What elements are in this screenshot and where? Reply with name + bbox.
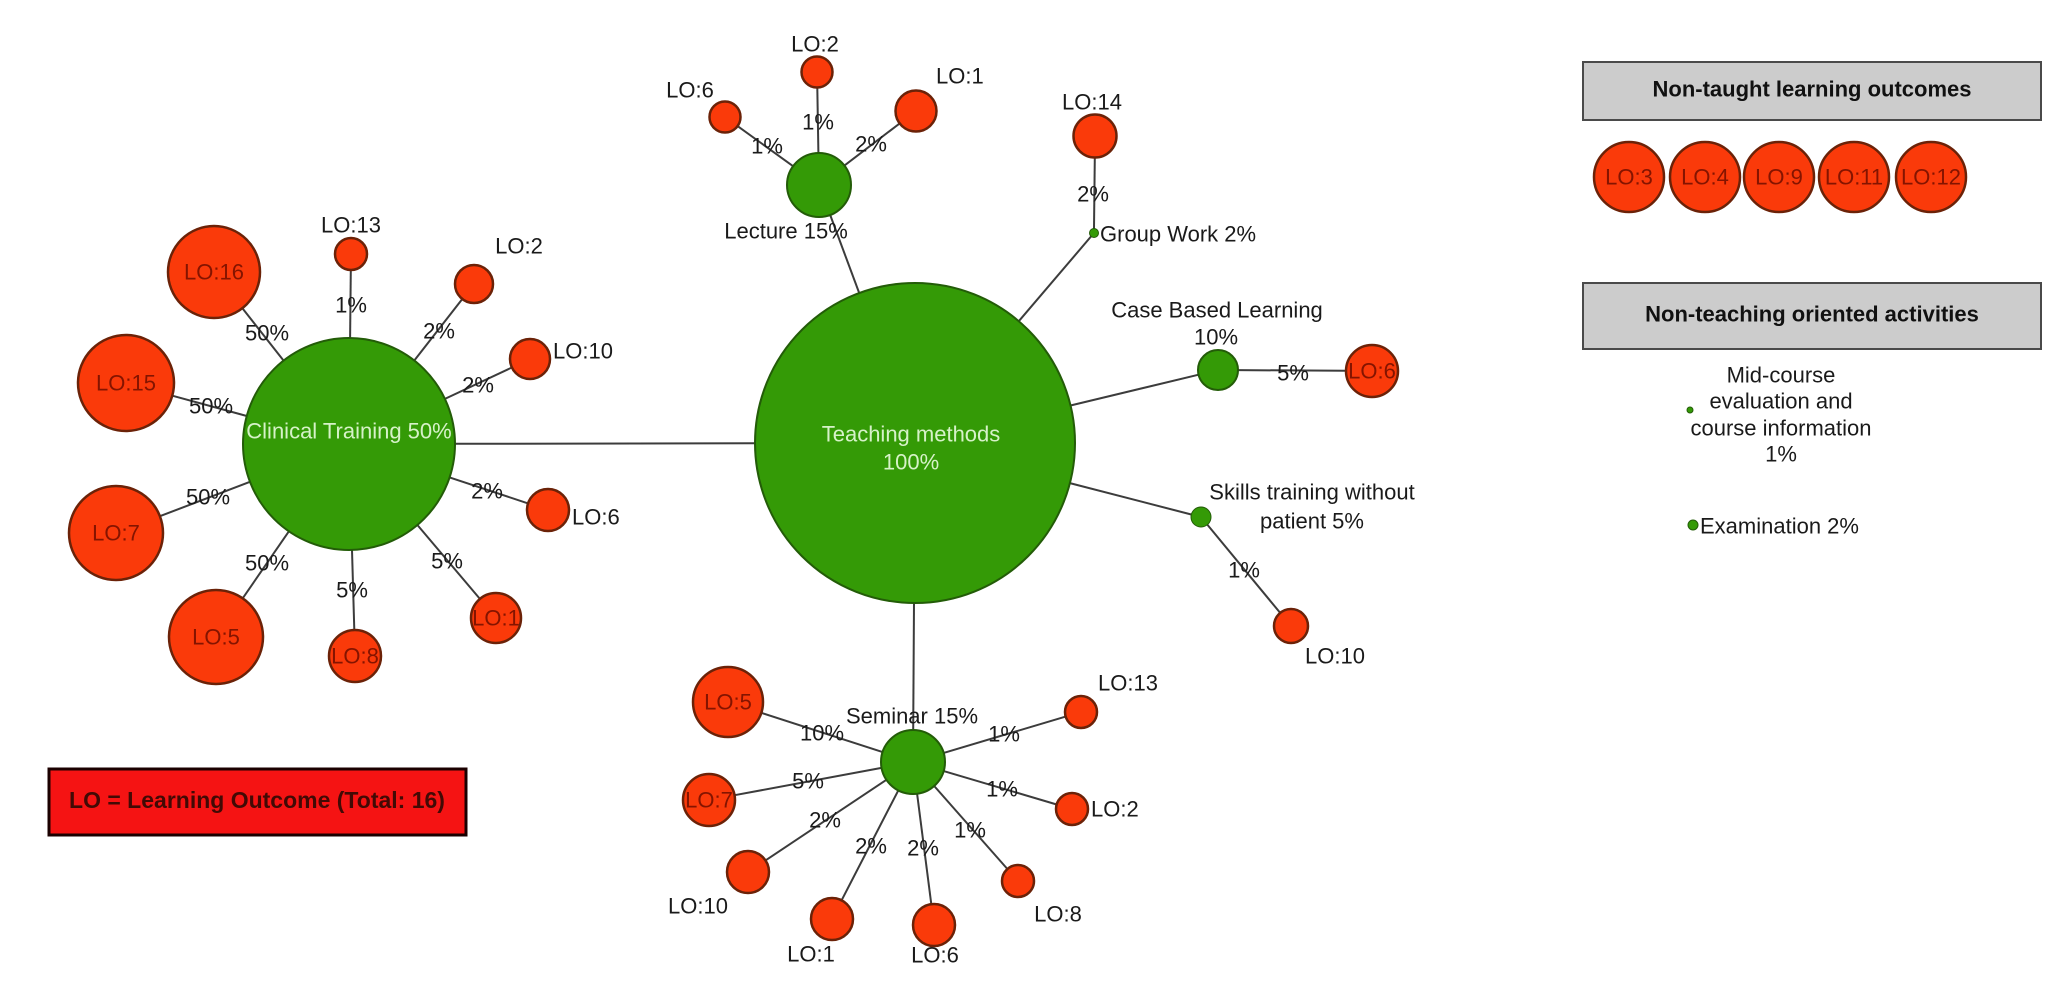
svg-text:Non-taught learning outcomes: Non-taught learning outcomes: [1653, 77, 1972, 102]
svg-text:Skills training without: Skills training without: [1209, 480, 1414, 505]
svg-text:LO:12: LO:12: [1901, 165, 1961, 190]
svg-text:1%: 1%: [986, 777, 1018, 802]
svg-text:5%: 5%: [336, 578, 368, 603]
svg-text:LO:10: LO:10: [553, 339, 613, 364]
svg-text:Non-teaching oriented activiti: Non-teaching oriented activities: [1645, 302, 1979, 327]
svg-text:LO:6: LO:6: [1348, 359, 1396, 384]
svg-text:LO:15: LO:15: [96, 371, 156, 396]
svg-text:LO:5: LO:5: [192, 625, 240, 650]
svg-text:LO:9: LO:9: [1755, 165, 1803, 190]
svg-text:LO:6: LO:6: [666, 78, 714, 103]
svg-text:50%: 50%: [245, 321, 289, 346]
svg-text:LO:13: LO:13: [1098, 671, 1158, 696]
svg-text:Seminar 15%: Seminar 15%: [846, 704, 978, 729]
svg-text:5%: 5%: [1277, 361, 1309, 386]
svg-text:LO:1: LO:1: [787, 942, 835, 967]
svg-text:1%: 1%: [335, 293, 367, 318]
svg-text:100%: 100%: [883, 450, 939, 475]
svg-text:LO:10: LO:10: [1305, 644, 1365, 669]
svg-text:LO:7: LO:7: [685, 788, 733, 813]
svg-text:LO:5: LO:5: [704, 690, 752, 715]
svg-text:LO:16: LO:16: [184, 260, 244, 285]
svg-text:LO:6: LO:6: [572, 505, 620, 530]
svg-text:Teaching methods: Teaching methods: [822, 422, 1001, 447]
svg-text:Examination 2%: Examination 2%: [1700, 514, 1859, 539]
svg-text:LO:8: LO:8: [1034, 902, 1082, 927]
svg-text:1%: 1%: [1765, 442, 1797, 467]
svg-text:5%: 5%: [792, 769, 824, 794]
svg-text:Mid-course: Mid-course: [1727, 363, 1836, 388]
svg-text:Lecture 15%: Lecture 15%: [724, 219, 848, 244]
svg-text:LO:10: LO:10: [668, 894, 728, 919]
svg-text:LO:1: LO:1: [936, 64, 984, 89]
svg-text:2%: 2%: [855, 834, 887, 859]
svg-text:LO:1: LO:1: [472, 606, 520, 631]
svg-text:1%: 1%: [988, 722, 1020, 747]
svg-text:LO:2: LO:2: [1091, 797, 1139, 822]
svg-text:2%: 2%: [1077, 182, 1109, 207]
svg-text:2%: 2%: [855, 132, 887, 157]
svg-text:LO:2: LO:2: [791, 32, 839, 57]
svg-text:Clinical Training 50%: Clinical Training 50%: [246, 419, 451, 444]
svg-text:2%: 2%: [471, 479, 503, 504]
svg-text:50%: 50%: [189, 394, 233, 419]
svg-text:LO:7: LO:7: [92, 521, 140, 546]
svg-text:LO:8: LO:8: [331, 644, 379, 669]
svg-text:50%: 50%: [186, 485, 230, 510]
svg-text:1%: 1%: [1228, 558, 1260, 583]
svg-text:10%: 10%: [800, 721, 844, 746]
svg-text:2%: 2%: [809, 808, 841, 833]
svg-text:2%: 2%: [462, 373, 494, 398]
svg-text:5%: 5%: [431, 549, 463, 574]
svg-text:2%: 2%: [423, 319, 455, 344]
svg-text:LO:4: LO:4: [1681, 165, 1729, 190]
svg-text:2%: 2%: [907, 836, 939, 861]
svg-text:LO:14: LO:14: [1062, 90, 1122, 115]
svg-text:Group Work 2%: Group Work 2%: [1100, 222, 1256, 247]
svg-text:1%: 1%: [751, 134, 783, 159]
svg-text:LO:3: LO:3: [1605, 165, 1653, 190]
svg-text:course information: course information: [1691, 416, 1872, 441]
svg-text:LO:2: LO:2: [495, 234, 543, 259]
svg-text:LO:13: LO:13: [321, 213, 381, 238]
svg-text:1%: 1%: [954, 818, 986, 843]
svg-text:Case Based Learning: Case Based Learning: [1111, 298, 1323, 323]
svg-text:1%: 1%: [802, 110, 834, 135]
svg-text:50%: 50%: [245, 551, 289, 576]
svg-text:LO:6: LO:6: [911, 943, 959, 968]
svg-text:LO:11: LO:11: [1825, 165, 1883, 190]
svg-text:evaluation and: evaluation and: [1709, 389, 1852, 414]
svg-text:patient 5%: patient 5%: [1260, 509, 1364, 534]
svg-text:10%: 10%: [1194, 325, 1238, 350]
svg-text:LO = Learning Outcome (Total:: LO = Learning Outcome (Total: 16): [69, 787, 445, 813]
